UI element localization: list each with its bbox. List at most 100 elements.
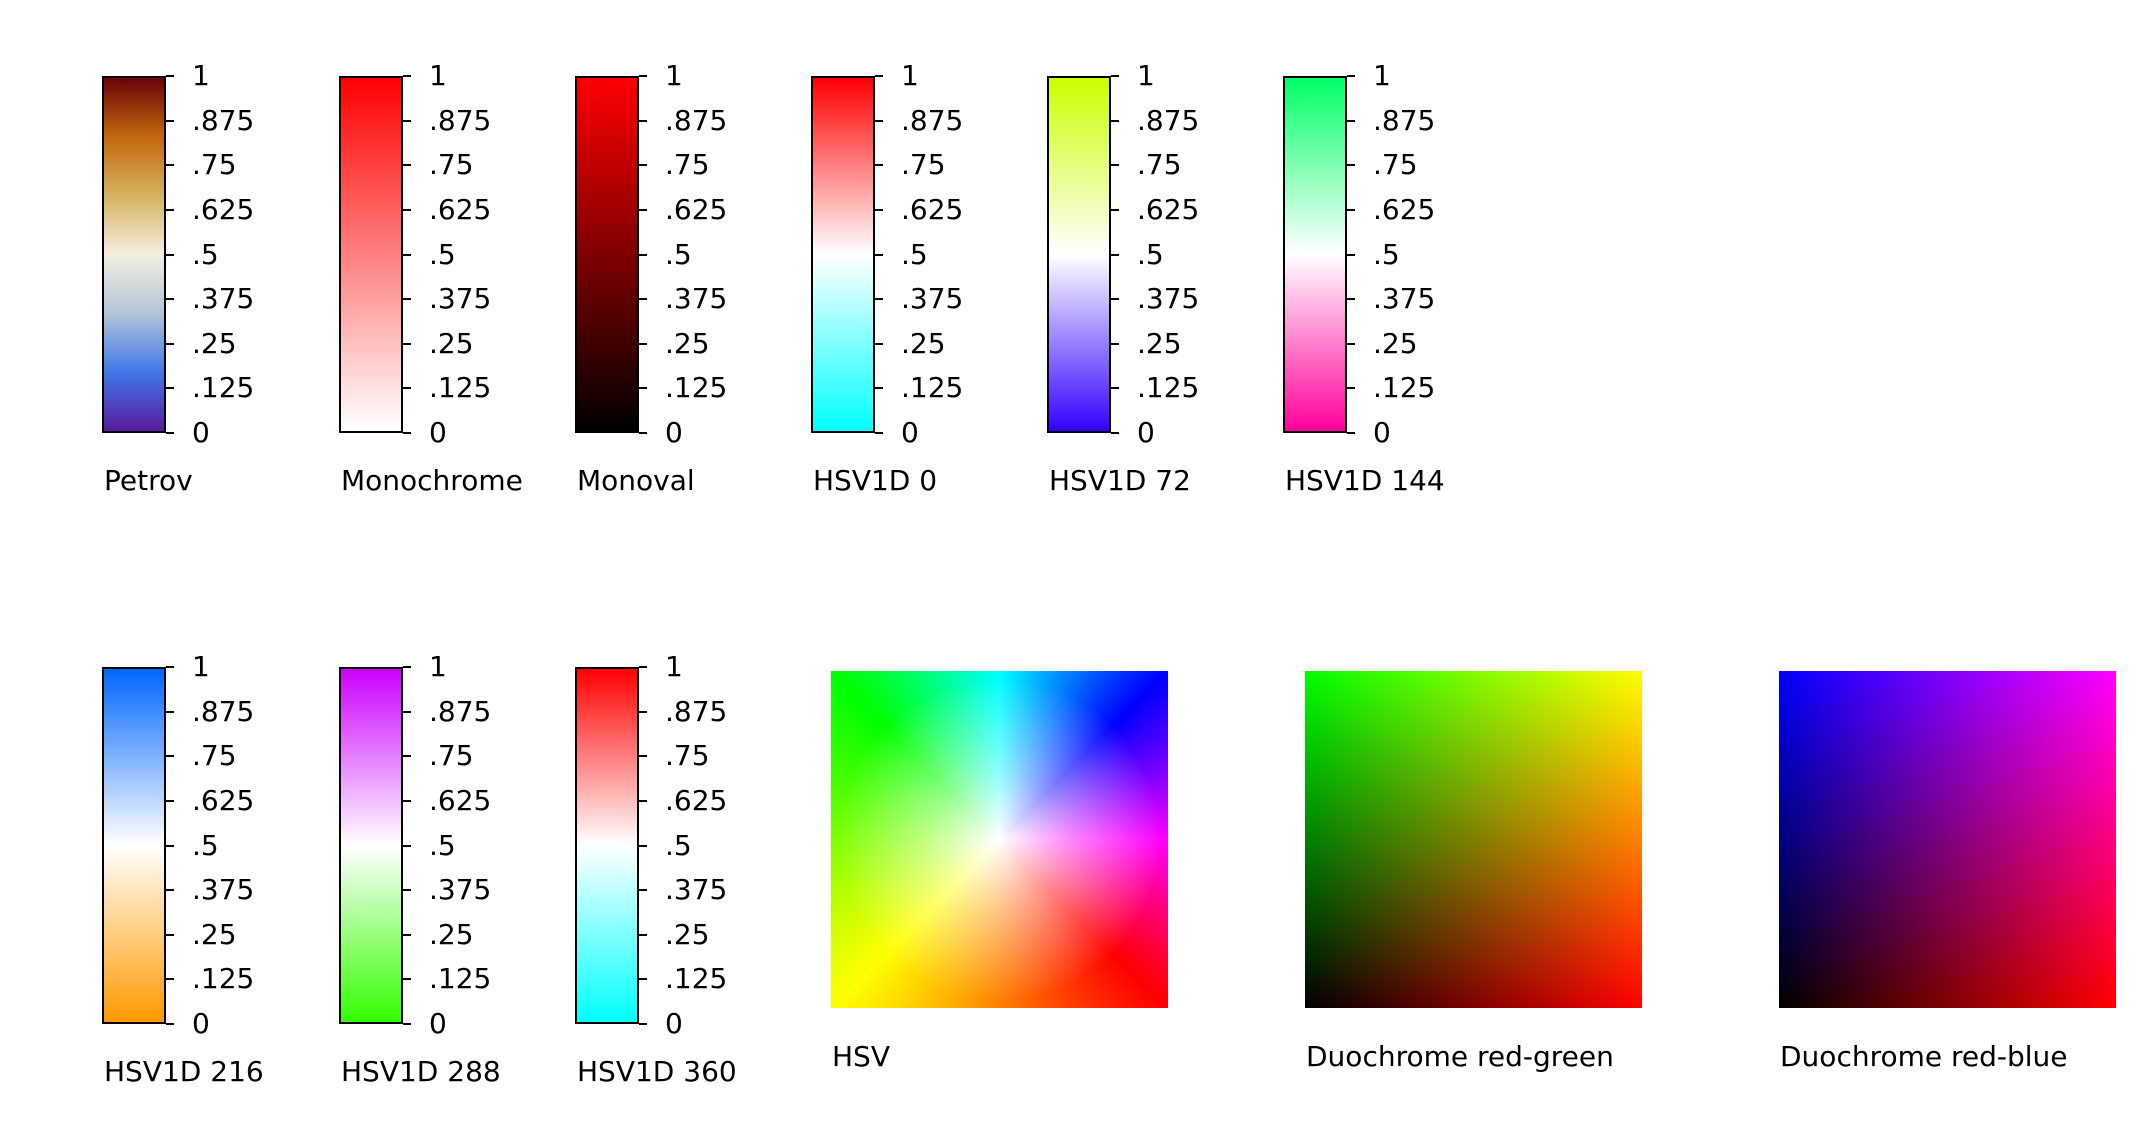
colorbar-tick-label: .875 <box>192 103 255 137</box>
colorbar-tick-label: .125 <box>192 371 255 405</box>
colorbar-tick <box>166 844 174 847</box>
colorbar-hsv1d-0 <box>811 76 875 433</box>
colorbar-tick-label: .25 <box>192 326 237 360</box>
colorbar-tick <box>639 298 647 301</box>
colorbar-tick <box>166 119 174 122</box>
colorbar-tick-label: .25 <box>1373 326 1418 360</box>
colormap-label-hsv1d-72: HSV1D 72 <box>1049 464 1191 497</box>
colormap-label-hsv: HSV <box>832 1040 890 1073</box>
colorbar-tick <box>639 889 647 892</box>
colorbar-tick <box>1347 119 1355 122</box>
colorbar-tick-label: 1 <box>192 650 210 683</box>
colorbar-tick <box>403 387 411 390</box>
colorbar-tick <box>875 164 883 167</box>
colorbar-tick <box>639 978 647 981</box>
colorbar-tick <box>166 432 174 434</box>
colorbar-tick <box>1347 208 1355 211</box>
colorbar-tick <box>639 342 647 345</box>
colorbar-tick-label: .625 <box>1137 192 1200 226</box>
colorbar-tick-label: 1 <box>1373 59 1391 92</box>
colorbar-tick <box>403 755 411 758</box>
colorbar-tick-label: .875 <box>429 694 492 728</box>
colorbar-tick <box>403 208 411 211</box>
colorbar-tick-label: 0 <box>901 416 919 449</box>
colorbar-tick-label: .75 <box>429 739 474 773</box>
colorbar-tick-label: 0 <box>429 416 447 449</box>
colorbar-tick <box>639 1023 647 1025</box>
colorbar-tick <box>875 298 883 301</box>
colorbar-tick <box>403 844 411 847</box>
colorbar-tick-label: .625 <box>665 192 728 226</box>
colorbar-tick <box>403 298 411 301</box>
colorbar-tick-label: .125 <box>1137 371 1200 405</box>
colorbar-tick-label: .125 <box>665 371 728 405</box>
colorbar-petrov <box>102 76 166 433</box>
colorbar-tick-label: .5 <box>901 237 928 271</box>
colorbar-tick <box>875 208 883 211</box>
colormap-label-duochrome-red-green: Duochrome red-green <box>1306 1040 1614 1073</box>
colorbar-tick <box>639 844 647 847</box>
colorbar-tick <box>403 1023 411 1025</box>
colorbar-tick <box>1347 75 1355 77</box>
colorbar-tick <box>875 75 883 77</box>
colormap-label-hsv1d-360: HSV1D 360 <box>577 1055 737 1088</box>
colorbar-tick-label: .125 <box>1373 371 1436 405</box>
colorbar-tick-label: .375 <box>665 873 728 907</box>
colorbar-monochrome <box>339 76 403 433</box>
colorbar-monoval <box>575 76 639 433</box>
colorbar-tick <box>166 710 174 713</box>
colorbar-tick <box>403 978 411 981</box>
colorbar-tick <box>875 253 883 256</box>
colorbar-tick <box>1111 75 1119 77</box>
colorbar-tick <box>639 755 647 758</box>
colorbar-tick <box>166 755 174 758</box>
colorbar-tick <box>166 164 174 167</box>
colorbar-tick <box>403 432 411 434</box>
colorbar-tick <box>403 253 411 256</box>
colorbar-tick-label: 1 <box>1137 59 1155 92</box>
colorbar-tick-label: 0 <box>192 416 210 449</box>
colorbar-tick-label: 0 <box>1137 416 1155 449</box>
colorbar-tick-label: 0 <box>665 1007 683 1040</box>
colorbar-tick-label: .625 <box>429 192 492 226</box>
colorbar-tick <box>875 342 883 345</box>
colorbar-tick <box>403 342 411 345</box>
colorbar-tick <box>639 253 647 256</box>
colorbar-tick <box>1347 164 1355 167</box>
colorbar-tick <box>875 119 883 122</box>
colorbar-tick <box>403 799 411 802</box>
colorbar-tick <box>1347 342 1355 345</box>
colorbar-tick <box>403 75 411 77</box>
colorbar-tick <box>166 1023 174 1025</box>
colorbar-tick <box>639 75 647 77</box>
colorbar-tick-label: .75 <box>429 148 474 182</box>
colorbar-tick-label: 1 <box>665 59 683 92</box>
colorbar-tick <box>166 666 174 668</box>
colorbar-tick <box>1111 164 1119 167</box>
colorbar-tick <box>1347 432 1355 434</box>
colorbar-tick-label: .5 <box>429 828 456 862</box>
colorbar-tick-label: 1 <box>429 650 447 683</box>
colorbar-tick-label: .375 <box>429 282 492 316</box>
colorbar-hsv1d-288 <box>339 667 403 1024</box>
colormap-label-duochrome-red-blue: Duochrome red-blue <box>1780 1040 2068 1073</box>
colorbar-tick <box>166 889 174 892</box>
colorbar-tick-label: 0 <box>1373 416 1391 449</box>
colorbar-tick-label: .125 <box>429 962 492 996</box>
colorbar-tick-label: .25 <box>192 917 237 951</box>
colorbar-tick-label: .5 <box>665 828 692 862</box>
colorbar-tick <box>403 710 411 713</box>
colorbar-tick-label: .625 <box>429 783 492 817</box>
colorbar-tick-label: 0 <box>665 416 683 449</box>
colorbar-tick <box>166 933 174 936</box>
colorbar-tick-label: .5 <box>1373 237 1400 271</box>
colorbar-tick-label: .125 <box>665 962 728 996</box>
colormap-label-hsv1d-216: HSV1D 216 <box>104 1055 264 1088</box>
colorbar-tick <box>403 889 411 892</box>
colorbar-tick <box>639 164 647 167</box>
colorbar-tick-label: .375 <box>665 282 728 316</box>
colorbar-tick <box>1111 208 1119 211</box>
colorbar-tick-label: .25 <box>901 326 946 360</box>
colorbar-tick-label: .75 <box>665 148 710 182</box>
